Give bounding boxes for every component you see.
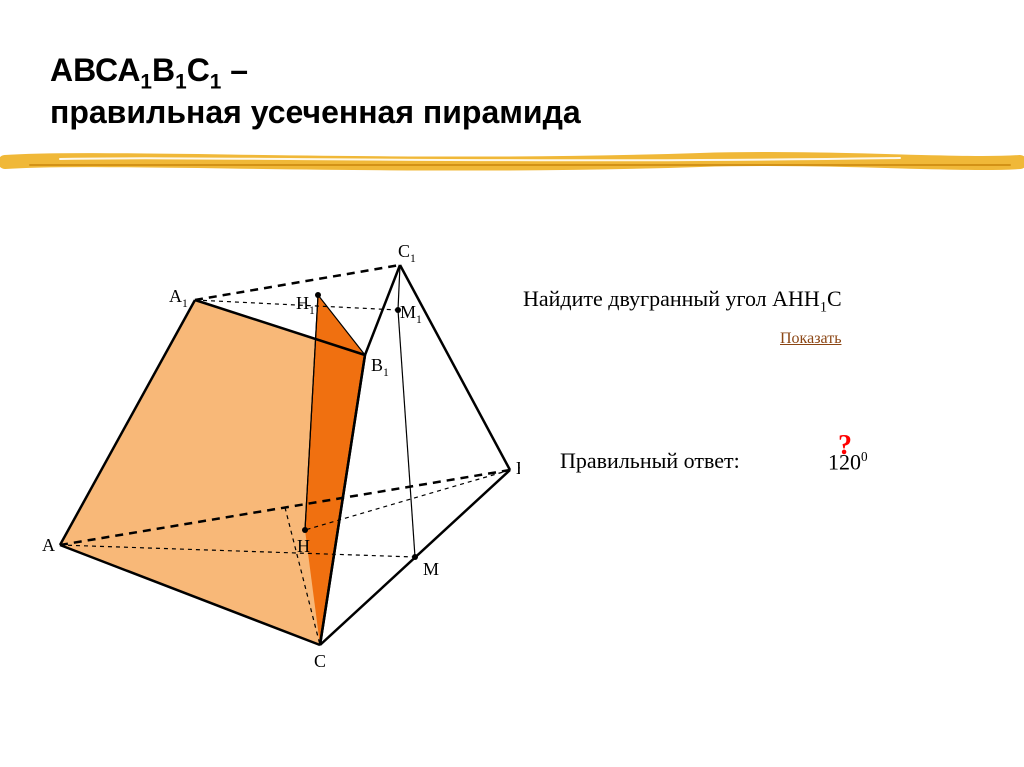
title-underline [0, 152, 1024, 172]
svg-text:А1: А1 [169, 286, 188, 310]
title-line-1: АВСА1В1С1 – [50, 52, 581, 94]
svg-text:C1: C1 [398, 241, 416, 265]
title-line-2: правильная усеченная пирамида [50, 94, 581, 131]
slide-title: АВСА1В1С1 – правильная усеченная пирамид… [50, 52, 581, 131]
svg-text:M: M [423, 559, 439, 579]
svg-text:C: C [314, 651, 326, 671]
answer-value: 1200 [828, 449, 868, 475]
svg-text:M1: M1 [400, 302, 422, 326]
svg-text:B1: B1 [371, 355, 389, 379]
show-link[interactable]: Показать [780, 330, 841, 348]
svg-text:A: A [42, 535, 55, 555]
problem-text: Найдите двугранный угол АНН1С [523, 286, 842, 316]
svg-text:B: B [516, 458, 520, 478]
svg-text:H: H [297, 536, 310, 556]
answer-label: Правильный ответ: [560, 448, 740, 474]
pyramid-diagram: A B C А1 B1 C1 H H1 M M1 [40, 240, 520, 680]
svg-text:H1: H1 [296, 293, 315, 317]
